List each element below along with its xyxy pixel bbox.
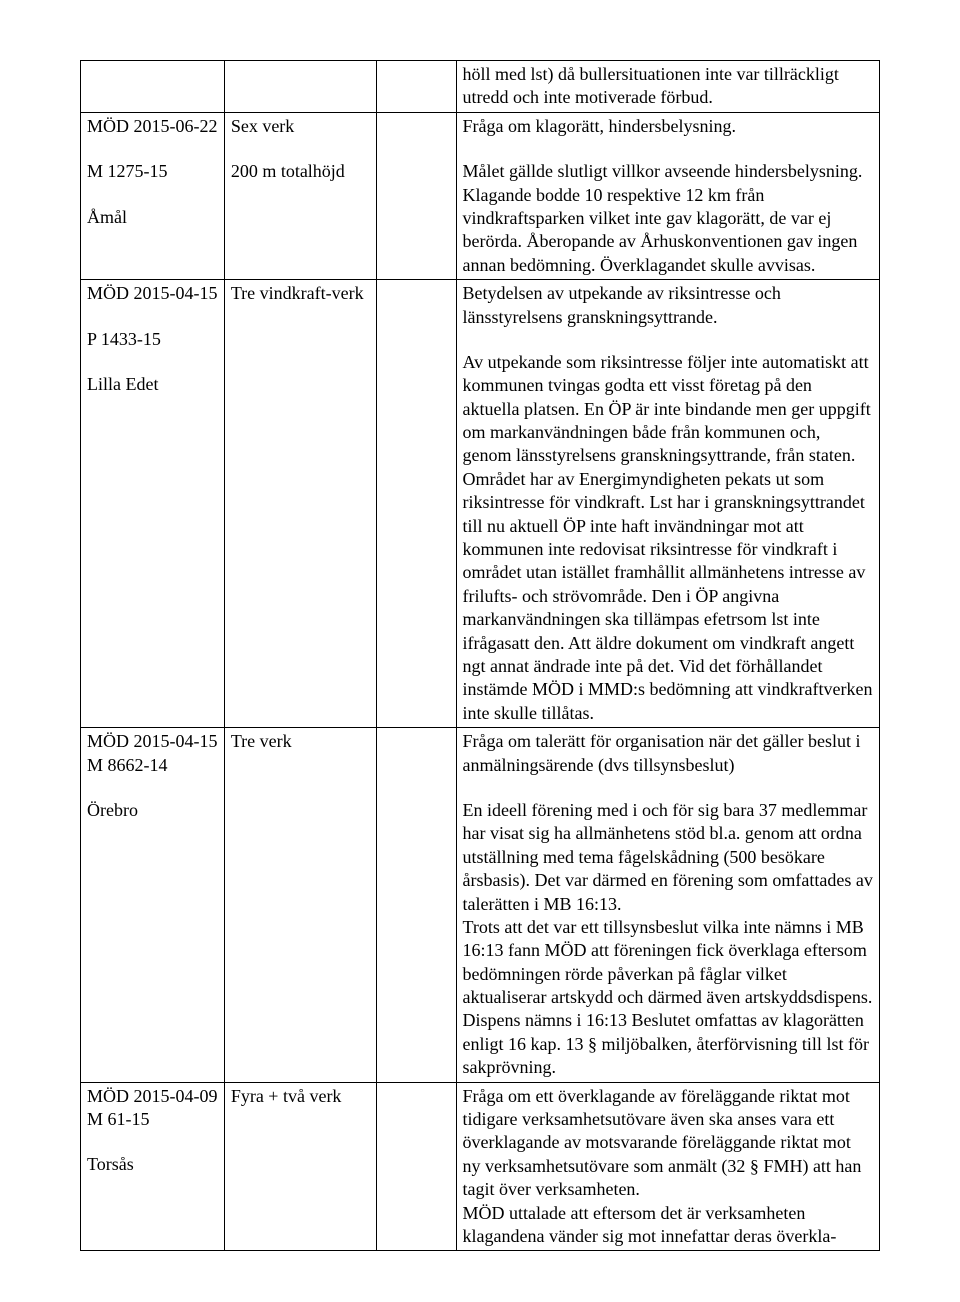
empty-cell <box>376 112 456 279</box>
facility-cell: Sex verk 200 m totalhöjd <box>224 112 376 279</box>
blank-line <box>87 1131 218 1153</box>
facility-cell: Fyra + två verk <box>224 1082 376 1251</box>
facility-cell-text: Sex verk <box>231 115 370 138</box>
case-id-cell-text: Torsås <box>87 1153 218 1176</box>
case-id-cell-text: Åmål <box>87 206 218 229</box>
facility-cell <box>224 61 376 113</box>
summary-cell-text: Fråga om ett överklagande av föreläggand… <box>463 1085 874 1202</box>
summary-cell-text: Fråga om talerätt för organisation när d… <box>463 730 874 777</box>
case-id-cell-text: M 8662-14 <box>87 754 218 777</box>
blank-line <box>463 329 874 351</box>
facility-cell-text: Tre verk <box>231 730 370 753</box>
case-id-cell-text: MÖD 2015-04-15 <box>87 282 218 305</box>
summary-cell: Fråga om talerätt för organisation när d… <box>456 728 880 1082</box>
case-id-cell-text: P 1433-15 <box>87 328 218 351</box>
blank-line <box>231 138 370 160</box>
case-id-cell-text: MÖD 2015-06-22 <box>87 115 218 138</box>
summary-cell-text: Av utpekande som riksintresse följer int… <box>463 351 874 725</box>
summary-cell-text: Fråga om klagorätt, hindersbelysning. <box>463 115 874 138</box>
case-id-cell-text: MÖD 2015-04-15 <box>87 730 218 753</box>
table-row: MÖD 2015-04-09M 61-15 Torsås Fyra + två ve… <box>81 1082 880 1251</box>
summary-cell-text: Målet gällde slutligt villkor avseende h… <box>463 160 874 277</box>
facility-cell-text: Fyra + två verk <box>231 1085 370 1108</box>
blank-line <box>463 777 874 799</box>
case-id-cell-text: Lilla Edet <box>87 373 218 396</box>
blank-line <box>87 777 218 799</box>
case-id-cell: MÖD 2015-04-15 P 1433-15 Lilla Edet <box>81 280 225 728</box>
case-id-cell: MÖD 2015-06-22 M 1275-15 Åmål <box>81 112 225 279</box>
case-id-cell-text: MÖD 2015-04-09 <box>87 1085 218 1108</box>
empty-cell <box>376 280 456 728</box>
summary-cell-text: Betydelsen av utpekande av riksintresse … <box>463 282 874 329</box>
blank-line <box>463 138 874 160</box>
blank-line <box>87 184 218 206</box>
table-row: MÖD 2015-04-15M 8662-14 Örebro Tre verk Frå… <box>81 728 880 1082</box>
summary-cell: Fråga om ett överklagande av föreläggand… <box>456 1082 880 1251</box>
facility-cell: Tre verk <box>224 728 376 1082</box>
case-table: höll med lst) då bullersituationen inte … <box>80 60 880 1251</box>
summary-cell-text: Trots att det var ett tillsynsbeslut vil… <box>463 916 874 1080</box>
facility-cell-text: 200 m totalhöjd <box>231 160 370 183</box>
case-id-cell-text: M 61-15 <box>87 1108 218 1131</box>
summary-cell-text: MÖD uttalade att eftersom det är verksam… <box>463 1202 874 1249</box>
blank-line <box>87 138 218 160</box>
summary-cell: höll med lst) då bullersituationen inte … <box>456 61 880 113</box>
blank-line <box>87 306 218 328</box>
case-id-cell <box>81 61 225 113</box>
summary-cell-text: En ideell förening med i och för sig bar… <box>463 799 874 916</box>
case-id-cell: MÖD 2015-04-09M 61-15 Torsås <box>81 1082 225 1251</box>
summary-cell: Fråga om klagorätt, hindersbelysning. Mål… <box>456 112 880 279</box>
empty-cell <box>376 1082 456 1251</box>
case-id-cell-text: Örebro <box>87 799 218 822</box>
table-row: höll med lst) då bullersituationen inte … <box>81 61 880 113</box>
empty-cell <box>376 61 456 113</box>
table-row: MÖD 2015-06-22 M 1275-15 Åmål Sex verk 200 m… <box>81 112 880 279</box>
table-row: MÖD 2015-04-15 P 1433-15 Lilla Edet Tre vin… <box>81 280 880 728</box>
facility-cell-text: Tre vindkraft-verk <box>231 282 370 305</box>
case-id-cell-text: M 1275-15 <box>87 160 218 183</box>
facility-cell: Tre vindkraft-verk <box>224 280 376 728</box>
summary-cell-text: höll med lst) då bullersituationen inte … <box>463 63 874 110</box>
summary-cell: Betydelsen av utpekande av riksintresse … <box>456 280 880 728</box>
empty-cell <box>376 728 456 1082</box>
case-id-cell: MÖD 2015-04-15M 8662-14 Örebro <box>81 728 225 1082</box>
blank-line <box>87 351 218 373</box>
